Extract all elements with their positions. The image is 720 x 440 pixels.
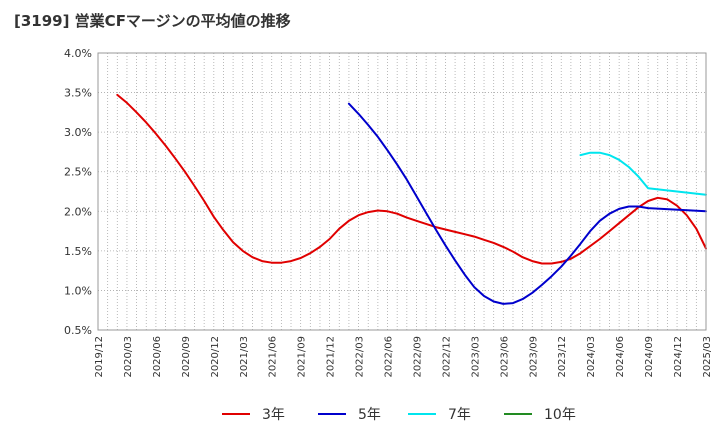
x-tick-label: 2024/12 (673, 336, 684, 378)
x-tick-label: 2022/12 (441, 336, 452, 378)
y-axis-ticks: 0.5% 1.0% 1.5% 2.0% 2.5% 3.0% 3.5% 4.0% (64, 47, 92, 337)
x-tick-label: 2021/09 (297, 336, 308, 378)
legend: 3年 5年 7年 10年 (222, 407, 576, 423)
x-tick-label: 2022/06 (384, 336, 395, 378)
plot-frame (97, 52, 707, 331)
legend-label-10年: 10年 (544, 407, 576, 423)
x-tick-label: 2023/12 (557, 336, 568, 378)
y-tick-label: 4.0% (64, 47, 92, 60)
legend-label-5年: 5年 (358, 407, 381, 423)
x-tick-label: 2020/06 (152, 336, 163, 378)
series-line-5年 (347, 102, 707, 305)
grid (98, 53, 706, 330)
series-line-3年 (116, 93, 707, 265)
series-lines (116, 93, 707, 305)
y-tick-label: 0.5% (64, 324, 92, 337)
x-tick-label: 2024/03 (586, 336, 597, 378)
x-tick-label: 2023/03 (470, 336, 481, 378)
y-tick-label: 1.0% (64, 284, 92, 297)
y-tick-label: 3.0% (64, 126, 92, 139)
x-tick-label: 2022/09 (412, 336, 423, 378)
y-tick-label: 1.5% (64, 245, 92, 258)
x-tick-label: 2021/06 (268, 336, 279, 378)
y-tick-label: 2.5% (64, 166, 92, 179)
chart-title: [3199] 営業CFマージンの平均値の推移 (14, 12, 291, 30)
x-tick-label: 2021/12 (326, 336, 337, 378)
x-tick-label: 2020/12 (210, 336, 221, 378)
x-tick-label: 2021/03 (239, 336, 250, 378)
y-tick-label: 2.0% (64, 205, 92, 218)
legend-label-7年: 7年 (448, 407, 471, 423)
x-tick-label: 2020/03 (123, 336, 134, 378)
x-tick-label: 2024/06 (615, 336, 626, 378)
x-tick-label: 2024/09 (644, 336, 655, 378)
x-tick-label: 2023/09 (528, 336, 539, 378)
x-tick-label: 2020/09 (181, 336, 192, 378)
series-line-7年 (579, 151, 707, 196)
x-tick-label: 2025/03 (702, 336, 713, 378)
legend-label-3年: 3年 (262, 407, 285, 423)
x-tick-label: 2023/06 (499, 336, 510, 378)
x-axis-ticks: 2019/12 2020/03 2020/06 2020/09 2020/12 2021/… (94, 336, 713, 378)
y-tick-label: 3.5% (64, 87, 92, 100)
x-tick-label: 2022/03 (355, 336, 366, 378)
x-tick-label: 2019/12 (94, 336, 105, 378)
